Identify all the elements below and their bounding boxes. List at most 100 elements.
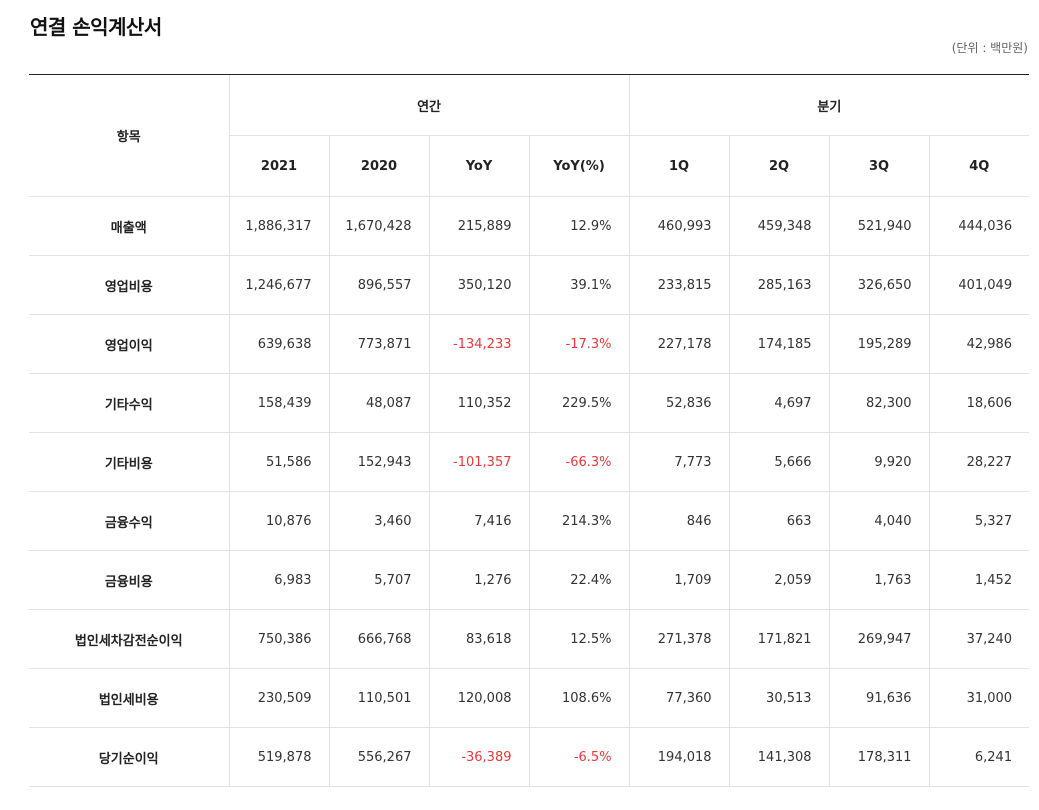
table-cell: 1,709 — [628, 550, 730, 610]
table-cell: 171,821 — [728, 609, 830, 669]
table-cell: 1,670,428 — [328, 196, 429, 256]
table-body: 매출액 1,886,317 1,670,428 215,889 12.9% 460,993… — [29, 196, 1030, 787]
table-cell: 51,586 — [228, 432, 329, 492]
table-cell: 4,697 — [728, 373, 830, 433]
table-cell: 896,557 — [328, 255, 429, 315]
table-row: 법인세차감전순이익 750,386 666,768 83,618 12.5% 271,37… — [29, 609, 1030, 669]
row-label: 영업비용 — [29, 255, 229, 315]
table-row: 매출액 1,886,317 1,670,428 215,889 12.9% 460,993… — [29, 196, 1030, 256]
column-header-4q: 4Q — [928, 135, 1030, 197]
table-cell: 91,636 — [828, 668, 930, 728]
table-cell: 22.4% — [528, 550, 630, 610]
table-cell: 663 — [728, 491, 830, 551]
table-cell: -101,357 — [428, 432, 529, 492]
table-cell: 326,650 — [828, 255, 930, 315]
row-label: 매출액 — [29, 196, 229, 256]
column-header-yoy-percent: YoY(%) — [528, 135, 630, 197]
table-cell: 120,008 — [428, 668, 529, 728]
table-cell: 5,666 — [728, 432, 830, 492]
table-cell: 10,876 — [228, 491, 329, 551]
table-cell: 5,327 — [928, 491, 1030, 551]
table-cell: 285,163 — [728, 255, 830, 315]
table-cell: 28,227 — [928, 432, 1030, 492]
table-cell: 1,276 — [428, 550, 529, 610]
table-cell: 269,947 — [828, 609, 930, 669]
row-label: 당기순이익 — [29, 727, 229, 787]
table-cell: -6.5% — [528, 727, 630, 787]
table-cell: 110,352 — [428, 373, 529, 433]
table-cell: 1,452 — [928, 550, 1030, 610]
table-cell: 556,267 — [328, 727, 429, 787]
row-label: 영업이익 — [29, 314, 229, 374]
table-cell: 52,836 — [628, 373, 730, 433]
income-statement-table-wrapper: 항목 연간 분기 2021 2020 YoY YoY(%) 1Q 2Q 3Q 4… — [29, 74, 1030, 787]
table-cell: 48,087 — [328, 373, 429, 433]
table-cell: 233,815 — [628, 255, 730, 315]
column-header-yoy: YoY — [428, 135, 529, 197]
table-cell: 18,606 — [928, 373, 1030, 433]
page-title: 연결 손익계산서 — [30, 15, 162, 39]
table-cell: 37,240 — [928, 609, 1030, 669]
table-row: 영업이익 639,638 773,871 -134,233 -17.3% 227,178 1… — [29, 314, 1030, 374]
table-cell: 230,509 — [228, 668, 329, 728]
table-row: 영업비용 1,246,677 896,557 350,120 39.1% 233,815 2… — [29, 255, 1030, 315]
table-cell: 227,178 — [628, 314, 730, 374]
income-statement-table: 항목 연간 분기 2021 2020 YoY YoY(%) 1Q 2Q 3Q 4… — [29, 74, 1030, 787]
table-cell: 12.9% — [528, 196, 630, 256]
table-cell: 459,348 — [728, 196, 830, 256]
table-cell: 6,241 — [928, 727, 1030, 787]
annual-group-header: 연간 — [228, 74, 630, 136]
table-cell: 750,386 — [228, 609, 329, 669]
table-cell: 42,986 — [928, 314, 1030, 374]
table-cell: 214.3% — [528, 491, 630, 551]
table-cell: -134,233 — [428, 314, 529, 374]
table-cell: 2,059 — [728, 550, 830, 610]
table-cell: 521,940 — [828, 196, 930, 256]
table-cell: 152,943 — [328, 432, 429, 492]
column-header-3q: 3Q — [828, 135, 930, 197]
table-cell: 1,763 — [828, 550, 930, 610]
column-header-2021: 2021 — [228, 135, 329, 197]
table-cell: 5,707 — [328, 550, 429, 610]
table-cell: 158,439 — [228, 373, 329, 433]
table-cell: 7,416 — [428, 491, 529, 551]
column-header-2q: 2Q — [728, 135, 830, 197]
table-cell: 6,983 — [228, 550, 329, 610]
table-cell: 39.1% — [528, 255, 630, 315]
table-row: 기타비용 51,586 152,943 -101,357 -66.3% 7,773 5,66… — [29, 432, 1030, 492]
table-row: 당기순이익 519,878 556,267 -36,389 -6.5% 194,018 14… — [29, 727, 1030, 787]
table-cell: -17.3% — [528, 314, 630, 374]
row-label: 기타비용 — [29, 432, 229, 492]
table-cell: 195,289 — [828, 314, 930, 374]
row-label: 법인세차감전순이익 — [29, 609, 229, 669]
table-cell: 82,300 — [828, 373, 930, 433]
row-label: 금융비용 — [29, 550, 229, 610]
table-cell: 444,036 — [928, 196, 1030, 256]
table-cell: 1,246,677 — [228, 255, 329, 315]
table-cell: 30,513 — [728, 668, 830, 728]
table-cell: 3,460 — [328, 491, 429, 551]
table-row: 금융수익 10,876 3,460 7,416 214.3% 846 663 4,040 5,3… — [29, 491, 1030, 551]
table-cell: 271,378 — [628, 609, 730, 669]
row-label: 법인세비용 — [29, 668, 229, 728]
table-cell: 110,501 — [328, 668, 429, 728]
table-cell: 215,889 — [428, 196, 529, 256]
table-cell: 350,120 — [428, 255, 529, 315]
item-header: 항목 — [29, 74, 229, 197]
table-cell: 773,871 — [328, 314, 429, 374]
table-cell: 639,638 — [228, 314, 329, 374]
table-cell: 1,886,317 — [228, 196, 329, 256]
table-cell: 7,773 — [628, 432, 730, 492]
table-cell: 174,185 — [728, 314, 830, 374]
table-row: 법인세비용 230,509 110,501 120,008 108.6% 77,360 30… — [29, 668, 1030, 728]
unit-note: (단위 : 백만원) — [951, 41, 1028, 55]
table-cell: 519,878 — [228, 727, 329, 787]
table-row: 금융비용 6,983 5,707 1,276 22.4% 1,709 2,059 1,763 1… — [29, 550, 1030, 610]
table-cell: 846 — [628, 491, 730, 551]
table-row: 기타수익 158,439 48,087 110,352 229.5% 52,836 4,69… — [29, 373, 1030, 433]
table-header: 항목 연간 분기 2021 2020 YoY YoY(%) 1Q 2Q 3Q 4… — [29, 74, 1030, 197]
table-cell: 178,311 — [828, 727, 930, 787]
table-cell: 401,049 — [928, 255, 1030, 315]
table-cell: 9,920 — [828, 432, 930, 492]
table-cell: 141,308 — [728, 727, 830, 787]
